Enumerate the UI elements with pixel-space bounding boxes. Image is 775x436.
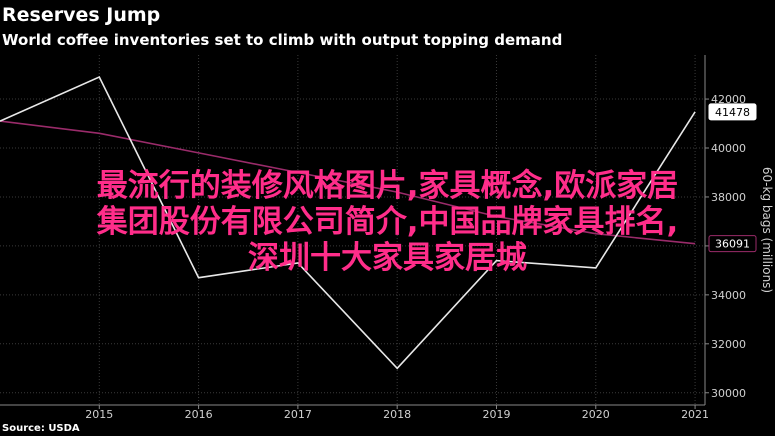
end-value-label: 36091 <box>708 235 757 253</box>
chart-title: Reserves Jump <box>2 4 161 26</box>
y-tick-label: 34000 <box>711 289 746 302</box>
end-value-box <box>708 103 757 121</box>
overlay-line-1: 最流行的装修风格图片,家具概念,欧派家居 <box>96 168 679 204</box>
end-value-label: 41478 <box>708 103 757 121</box>
y-tick-label: 38000 <box>711 191 746 204</box>
source-note: Source: USDA <box>2 423 80 434</box>
x-tick-label: 2017 <box>284 408 312 421</box>
y-tick-label: 30000 <box>711 387 746 400</box>
overlay-line-2: 集团股份有限公司简介,中国品牌家具排名, <box>96 204 679 240</box>
end-value-text: 41478 <box>715 106 750 119</box>
y-tick-label: 40000 <box>711 142 746 155</box>
y-tick-label: 32000 <box>711 338 746 351</box>
y-tick-label: 42000 <box>711 93 746 106</box>
x-tick-label: 2018 <box>383 408 411 421</box>
series-line <box>0 75 696 370</box>
overlay-line-3: 深圳十大家具家居城 <box>248 240 527 276</box>
x-tick-label: 2015 <box>85 408 113 421</box>
chart-subtitle: World coffee inventories set to climb wi… <box>2 31 563 49</box>
y-axis-label: 60-kg bags (millions) <box>760 167 774 293</box>
x-tick-label: 2019 <box>482 408 510 421</box>
x-tick-label: 2021 <box>681 408 709 421</box>
overlay-text: 最流行的装修风格图片,家具概念,欧派家居 集团股份有限公司简介,中国品牌家具排名… <box>0 168 775 276</box>
series-line <box>0 120 696 245</box>
end-value-text: 36091 <box>715 238 750 251</box>
end-value-box <box>708 235 757 253</box>
x-tick-label: 2020 <box>582 408 610 421</box>
x-tick-label: 2016 <box>185 408 213 421</box>
